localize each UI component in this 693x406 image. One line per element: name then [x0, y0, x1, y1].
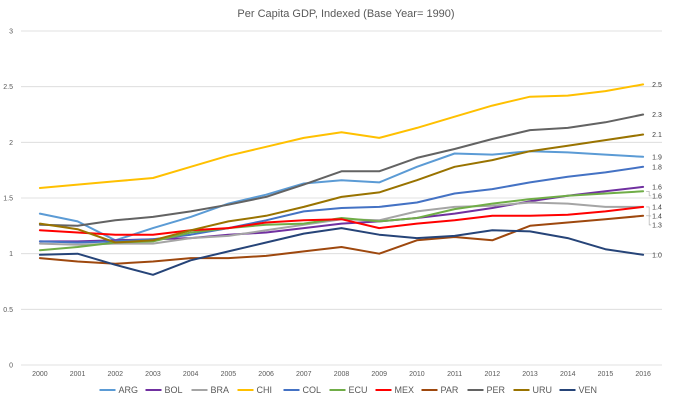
- legend-label: ECU: [349, 385, 368, 395]
- legend-label: URU: [533, 385, 553, 395]
- end-label-arg: 1.9: [652, 154, 662, 161]
- x-tick-label: 2010: [409, 371, 425, 378]
- x-tick-label: 2001: [70, 371, 86, 378]
- x-axis-ticks: 2000 2001 2002 2003 2004 2005 2006 2007 2008 2009…: [32, 371, 651, 378]
- x-tick-label: 2007: [296, 371, 312, 378]
- legend-label: PAR: [441, 385, 459, 395]
- legend-item-chi: CHI: [237, 385, 273, 395]
- y-tick-label: 1.5: [3, 196, 13, 203]
- x-tick-label: 2015: [598, 371, 614, 378]
- series-lines: [38, 83, 645, 276]
- legend-label: COL: [303, 385, 322, 395]
- legend-item-per: PER: [467, 385, 506, 395]
- legend: ARG BOL BRA CHI COL ECU MEX PAR PER URU VEN: [99, 385, 598, 395]
- legend-item-col: COL: [283, 385, 322, 395]
- legend-item-uru: URU: [513, 385, 553, 395]
- legend-label: PER: [487, 385, 506, 395]
- x-tick-label: 2004: [183, 371, 199, 378]
- legend-item-bra: BRA: [191, 385, 230, 395]
- y-tick-label: 0.5: [3, 307, 13, 314]
- series-line-arg: [38, 150, 645, 242]
- y-axis-ticks: 0 0.5 1 1.5 2 2.5 3: [3, 29, 13, 370]
- legend-item-par: PAR: [421, 385, 459, 395]
- x-tick-label: 2016: [635, 371, 651, 378]
- end-label-par: 1.3: [652, 222, 662, 229]
- x-tick-label: 2005: [221, 371, 237, 378]
- gridlines: [21, 30, 662, 366]
- legend-label: VEN: [579, 385, 598, 395]
- y-tick-label: 2.5: [3, 84, 13, 91]
- legend-item-mex: MEX: [375, 385, 415, 395]
- legend-label: BOL: [165, 385, 183, 395]
- series-line-uru: [38, 133, 645, 244]
- series-line-par: [38, 214, 645, 265]
- y-tick-label: 2: [9, 140, 13, 147]
- x-tick-label: 2002: [107, 371, 123, 378]
- end-label-mex: 1.4: [652, 213, 662, 220]
- x-tick-label: 2011: [447, 371, 462, 378]
- end-label-uru: 2.1: [652, 132, 662, 139]
- end-label-per: 2.3: [652, 112, 662, 119]
- x-tick-label: 2006: [258, 371, 274, 378]
- y-tick-label: 3: [9, 29, 13, 36]
- end-label-leader: [646, 206, 652, 217]
- legend-item-arg: ARG: [99, 385, 139, 395]
- y-tick-label: 0: [9, 363, 13, 370]
- x-tick-label: 2003: [145, 371, 161, 378]
- series-line-ven: [38, 227, 645, 276]
- x-tick-label: 2014: [560, 371, 576, 378]
- series-line-col: [38, 165, 645, 244]
- end-label-chi: 2.5: [652, 82, 662, 89]
- end-label-ven: 1.0: [652, 252, 662, 259]
- end-label-bra: 1.4: [652, 204, 662, 211]
- series-line-per: [38, 113, 645, 227]
- chart-title: Per Capita GDP, Indexed (Base Year= 1990…: [237, 8, 454, 20]
- x-tick-label: 2000: [32, 371, 48, 378]
- legend-label: CHI: [257, 385, 273, 395]
- series-line-mex: [38, 205, 645, 236]
- end-label-leader: [646, 215, 652, 226]
- legend-label: ARG: [119, 385, 139, 395]
- legend-label: BRA: [211, 385, 230, 395]
- end-label-col: 1.8: [652, 164, 662, 171]
- x-tick-label: 2013: [522, 371, 538, 378]
- legend-label: MEX: [395, 385, 415, 395]
- y-tick-label: 1: [9, 251, 13, 258]
- legend-item-bol: BOL: [145, 385, 183, 395]
- x-tick-label: 2008: [334, 371, 350, 378]
- x-tick-label: 2012: [485, 371, 501, 378]
- series-line-chi: [38, 83, 645, 189]
- legend-item-ecu: ECU: [329, 385, 368, 395]
- end-label-leader: [646, 191, 652, 197]
- end-label-bol: 1.6: [652, 184, 662, 191]
- end-label-ecu: 1.6: [652, 193, 662, 200]
- x-tick-label: 2009: [371, 371, 387, 378]
- legend-item-ven: VEN: [559, 385, 598, 395]
- end-labels: 2.5 2.3 2.1 1.9 1.8 1.6 1.6 1.4 1.4 1.3 1.0: [646, 82, 662, 259]
